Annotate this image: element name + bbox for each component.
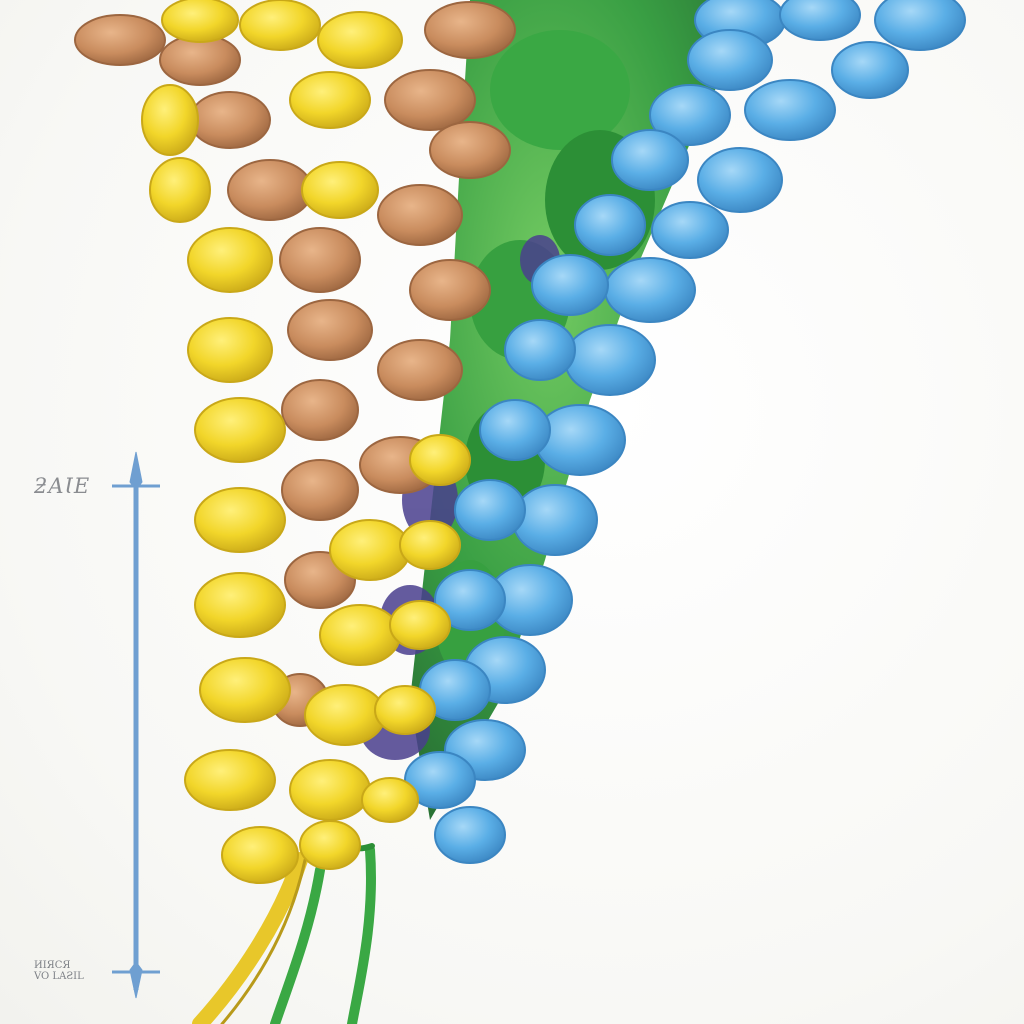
scale-bottom-label-line1: ИΙЯCЯ [34, 960, 71, 971]
scale-top-label: ƻAƖE [34, 474, 91, 498]
scale-bar [112, 451, 160, 999]
scale-bottom-label-line2: VO LAƧIL [34, 971, 84, 982]
scale-arrow-top-icon [129, 451, 143, 491]
scale-bottom-label: ИΙЯCЯ VO LAƧIL [34, 960, 104, 982]
scale-arrow-bottom-icon [129, 961, 143, 999]
blue-florets [404, 0, 966, 864]
yellow-florets [141, 0, 471, 884]
